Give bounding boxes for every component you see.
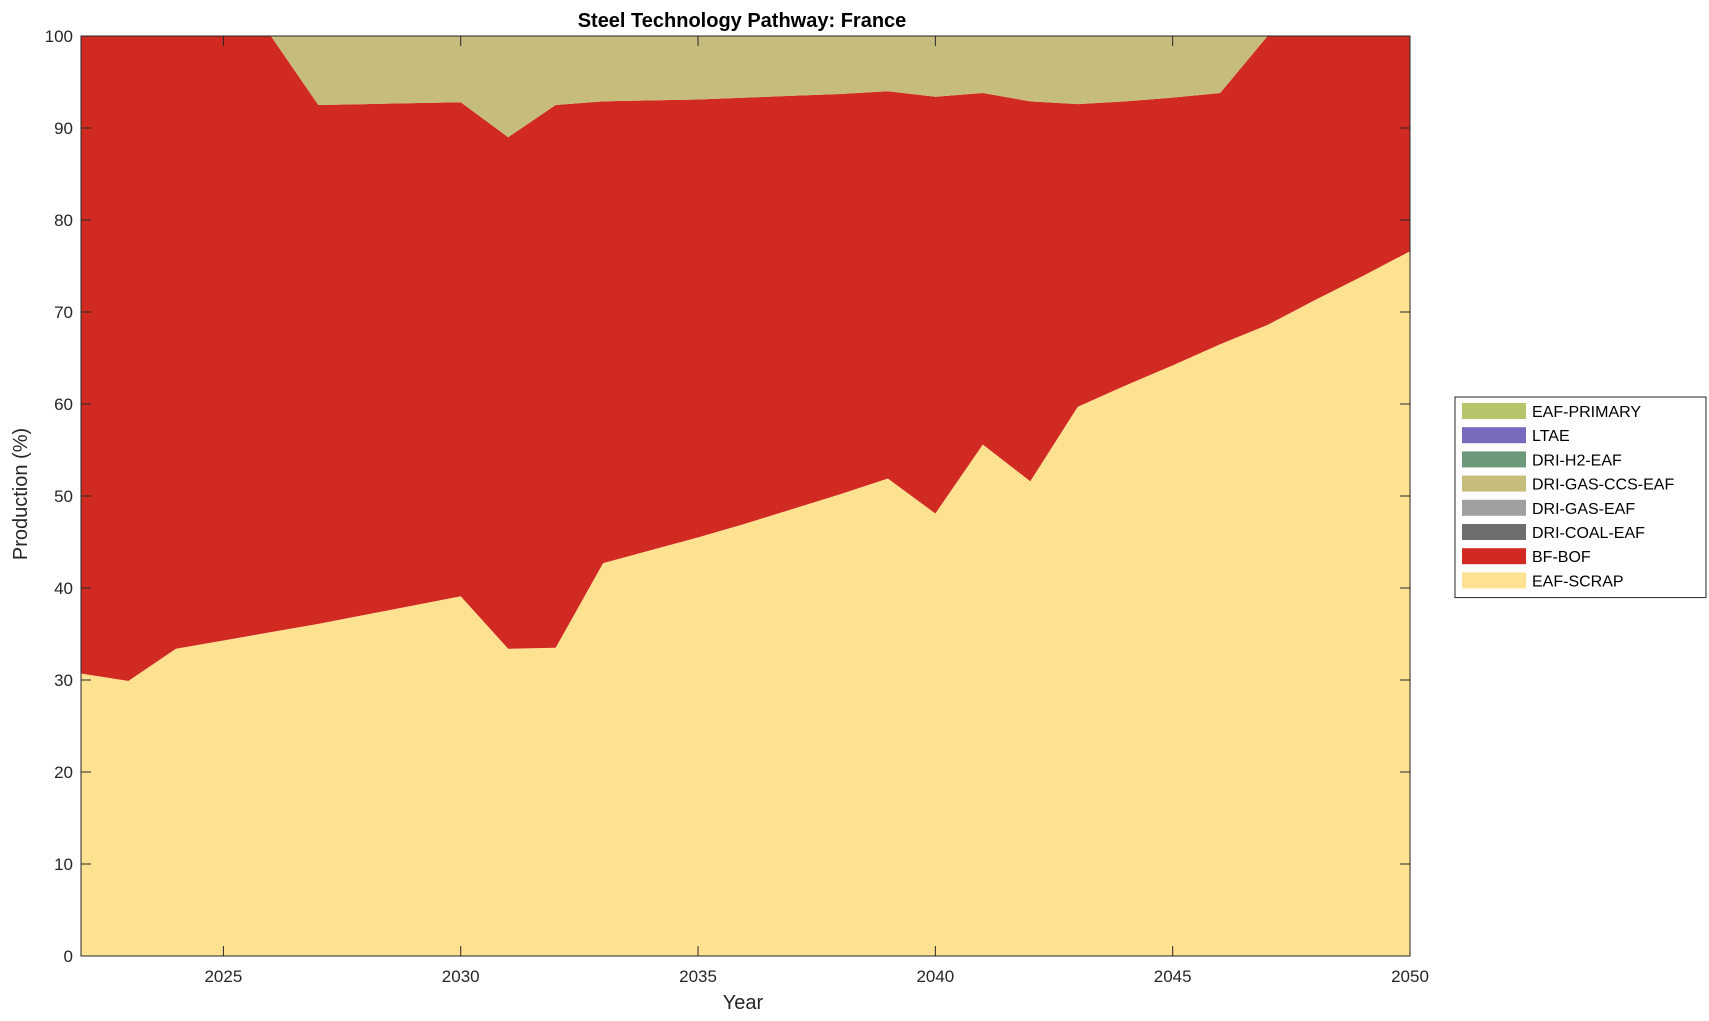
x-axis: 2025 2030 2035 2040 2045 2050 bbox=[204, 36, 1429, 986]
y-axis: 0 10 20 30 40 50 60 70 80 90 100 bbox=[45, 27, 1410, 966]
legend-label: DRI-GAS-EAF bbox=[1532, 501, 1635, 518]
legend-swatch bbox=[1462, 403, 1526, 419]
legend-swatch bbox=[1462, 499, 1526, 516]
x-tick-label: 2040 bbox=[916, 967, 954, 986]
legend-swatch bbox=[1462, 427, 1526, 444]
y-tick-label: 50 bbox=[54, 487, 73, 506]
y-tick-label: 60 bbox=[54, 395, 73, 414]
y-tick-label: 90 bbox=[54, 119, 73, 138]
area-dri-gas-ccs-eaf bbox=[81, 36, 1410, 138]
chart-title: Steel Technology Pathway: France bbox=[578, 10, 907, 32]
legend-label: EAF-PRIMARY bbox=[1532, 404, 1641, 421]
y-tick-label: 40 bbox=[54, 579, 73, 598]
y-tick-label: 100 bbox=[45, 27, 73, 46]
area-layer bbox=[81, 36, 1410, 956]
legend-label: DRI-GAS-CCS-EAF bbox=[1532, 477, 1674, 494]
legend-label: DRI-COAL-EAF bbox=[1532, 525, 1645, 542]
legend-label: BF-BOF bbox=[1532, 549, 1591, 566]
legend-label: DRI-H2-EAF bbox=[1532, 452, 1622, 469]
legend-label: LTAE bbox=[1532, 428, 1570, 445]
y-tick-label: 30 bbox=[54, 671, 73, 690]
legend-swatch bbox=[1462, 572, 1526, 589]
legend-swatch bbox=[1462, 524, 1526, 540]
legend-box bbox=[1454, 396, 1707, 599]
x-tick-label: 2045 bbox=[1154, 967, 1192, 986]
x-tick-label: 2050 bbox=[1391, 967, 1429, 986]
area-eaf-scrap bbox=[81, 251, 1410, 956]
legend-swatch bbox=[1462, 451, 1526, 468]
y-axis-label: Production (%) bbox=[10, 428, 32, 560]
y-tick-label: 70 bbox=[54, 303, 73, 322]
x-tick-label: 2025 bbox=[204, 967, 242, 986]
x-tick-label: 2035 bbox=[679, 967, 717, 986]
y-tick-label: 10 bbox=[54, 855, 73, 874]
y-tick-label: 80 bbox=[54, 211, 73, 230]
x-tick-label: 2030 bbox=[442, 967, 480, 986]
area-bf-bof bbox=[81, 36, 1410, 681]
y-tick-label: 20 bbox=[54, 763, 73, 782]
y-tick-label: 0 bbox=[64, 947, 73, 966]
legend-swatch bbox=[1462, 475, 1526, 492]
x-axis-label: Year bbox=[723, 992, 764, 1014]
legend: EAF-PRIMARY LTAE DRI-H2-EAF DRI-GAS-CCS-EAF… bbox=[1454, 396, 1707, 599]
legend-swatch bbox=[1462, 548, 1526, 565]
legend-label: EAF-SCRAP bbox=[1532, 573, 1624, 590]
